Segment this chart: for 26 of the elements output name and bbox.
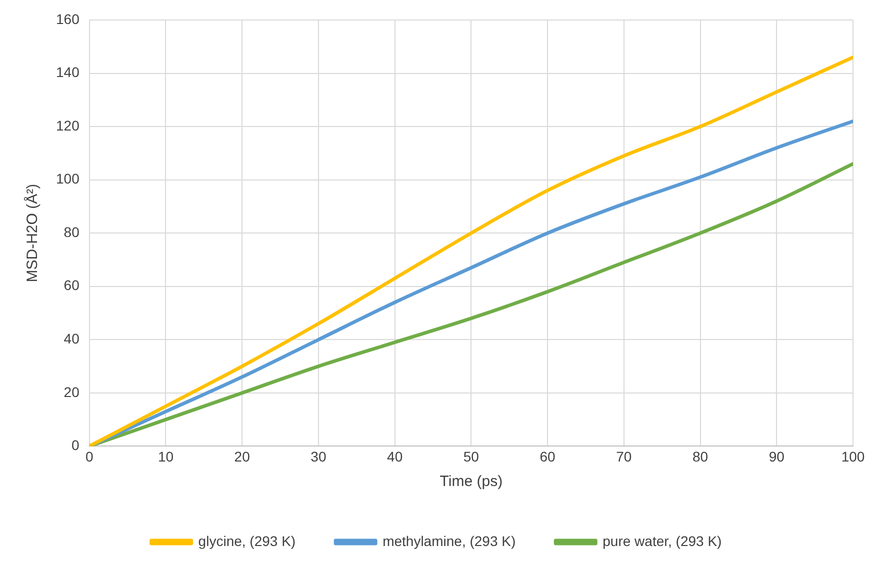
- x-tick-label: 30: [310, 448, 326, 464]
- y-tick-label: 120: [56, 117, 80, 134]
- x-tick-label: 100: [841, 448, 865, 464]
- x-tick-label: 90: [768, 448, 785, 464]
- y-tick-label: 60: [64, 277, 80, 294]
- y-axis-title: MSD-H2O (Å²): [23, 184, 42, 282]
- legend-label: methylamine, (293 K): [382, 532, 516, 549]
- x-tick-label: 10: [158, 448, 174, 464]
- y-tick-label: 100: [56, 170, 80, 187]
- x-tick-label: 20: [234, 448, 250, 464]
- y-tick-label: 0: [72, 437, 80, 454]
- x-tick-label: 40: [387, 448, 403, 464]
- x-tick-label: 70: [616, 448, 632, 464]
- x-tick-label: 50: [463, 448, 480, 464]
- y-tick-label: 20: [64, 384, 80, 400]
- x-axis-title: Time (ps): [440, 473, 503, 490]
- x-tick-label: 60: [540, 448, 556, 464]
- y-tick-label: 40: [64, 330, 80, 347]
- x-tick-label: 80: [692, 448, 708, 464]
- legend-label: pure water, (293 K): [602, 532, 722, 549]
- line-series: [89, 56, 853, 446]
- x-tick-label: 0: [85, 448, 94, 464]
- legend-label: glycine, (293 K): [198, 532, 296, 549]
- y-tick-label: 140: [56, 64, 80, 80]
- y-tick-label: 80: [64, 224, 80, 240]
- y-tick-label: 160: [56, 10, 80, 27]
